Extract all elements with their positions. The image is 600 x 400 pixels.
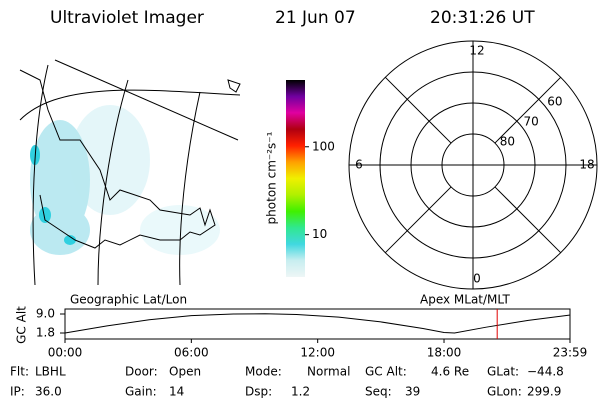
info-value: LBHL [35, 365, 66, 379]
info-label: Flt: [10, 365, 29, 379]
info-value: Open [169, 365, 201, 379]
lat-label: 80 [500, 135, 515, 149]
time-tick-label: 18:00 [427, 346, 462, 360]
polar-spoke [384, 76, 452, 144]
info-label: GLon: [487, 385, 522, 399]
info-label: IP: [10, 385, 25, 399]
alt-tick-label: 9.0 [36, 307, 55, 321]
lat-label: 70 [523, 115, 538, 129]
info-value: 4.6 Re [431, 365, 469, 379]
info-value: −44.8 [527, 365, 564, 379]
alt-frame [64, 308, 571, 340]
polar-spoke [494, 76, 562, 144]
polar-spoke [494, 186, 562, 254]
info-label: GLat: [487, 365, 519, 379]
mlt-label: 18 [579, 158, 594, 172]
colorbar [286, 80, 305, 277]
info-label: Gain: [125, 385, 157, 399]
map-title: Geographic Lat/Lon [70, 293, 187, 307]
info-value: Normal [307, 365, 350, 379]
colorbar-label: photon cm⁻²s⁻¹ [265, 131, 279, 224]
time-tick-label: 12:00 [300, 346, 335, 360]
time-tick-label: 00:00 [48, 346, 83, 360]
colorbar-tick-label: 100 [312, 139, 335, 153]
info-label: Mode: [245, 365, 282, 379]
date: 21 Jun 07 [275, 8, 356, 28]
info-value: 299.9 [527, 385, 561, 399]
mlt-label: 12 [469, 44, 484, 58]
info-label: Door: [125, 365, 158, 379]
time-tick-label: 06:00 [174, 346, 209, 360]
polar-title: Apex MLat/MLT [420, 293, 510, 307]
info-label: GC Alt: [365, 365, 407, 379]
time: 20:31:26 UT [430, 8, 535, 28]
mlt-label: 0 [473, 272, 481, 286]
mlt-label: 6 [355, 158, 363, 172]
info-value: 1.2 [291, 385, 310, 399]
map [19, 59, 241, 286]
info-value: 39 [405, 385, 420, 399]
info-label: Dsp: [245, 385, 272, 399]
lat-label: 60 [547, 95, 562, 109]
colorbar-tick-label: 10 [312, 227, 327, 241]
title: Ultraviolet Imager [50, 8, 204, 28]
time-tick-label: 23:59 [553, 346, 588, 360]
alt-tick-label: 1.8 [36, 326, 55, 340]
alt-ylabel: GC Alt [15, 306, 29, 344]
alt-curve [64, 313, 571, 334]
info-value: 36.0 [35, 385, 62, 399]
polar-spoke [384, 186, 452, 254]
info-value: 14 [169, 385, 184, 399]
info-label: Seq: [365, 385, 392, 399]
